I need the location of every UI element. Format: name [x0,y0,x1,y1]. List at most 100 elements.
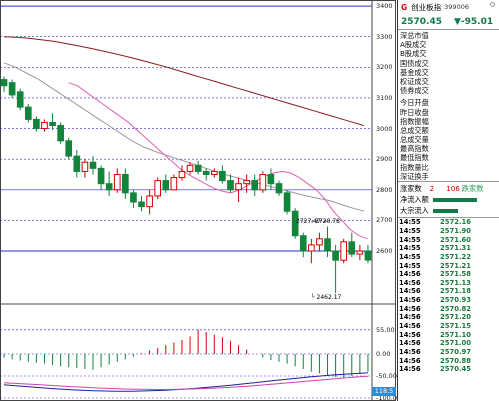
tick-time: 14:56 [399,347,421,356]
tick-time: 14:56 [399,304,421,313]
latest-value-badge: 118.5 [372,387,396,396]
candle-body [275,183,283,194]
field-label: 深证换手 [400,171,429,181]
candle-body [97,167,105,185]
tick-price: 2572.16 [440,218,471,227]
candle-body [49,121,56,127]
field-label: 指数振幅 [400,116,429,126]
settings-dot-icon[interactable] [490,2,495,7]
chart-area[interactable]: 2600 2700 2800 2900 3000 3100 3200 3300 3400 55.0… [0,0,401,401]
tick-time: 14:55 [399,226,421,235]
candle-body [356,250,364,255]
candle-body [186,164,194,172]
candle-body [0,79,8,87]
price-change: ▼-95.01 [454,16,494,27]
tick-time: 14:56 [399,356,421,365]
candle-body [340,241,348,261]
annotation-high-left: 2727.47 — [296,218,329,225]
field-label: 昨日收盘 [400,107,429,117]
candle-body [348,241,356,255]
tick-price: 2571.90 [440,226,471,235]
breadth-row: 涨家数 2 106 跌家数 [400,183,497,194]
tick-list[interactable]: 14:55 2572.16 14:55 2571.90 14:55 2571.60 14:5… [398,218,499,374]
tick-time: 14:56 [399,313,421,322]
tick-row: 14:56 2571.20 [399,313,498,322]
price-tick-label: 3000 [376,124,393,133]
field-label: A股成交 [400,40,427,50]
field-label: 总成交额 [400,125,429,135]
instrument-code: 399006 [444,3,469,11]
candle-body [210,170,218,175]
tick-price: 2571.13 [440,278,471,287]
candle-body [162,180,170,191]
candle-body [105,183,113,191]
flow-label: 净流入额 [400,194,429,204]
tick-time: 14:56 [399,322,421,330]
tick-time: 14:55 [399,218,421,227]
candle-body [259,173,267,191]
instrument-header[interactable]: G 创业板指 399006 [398,0,499,14]
candle-body [227,180,234,191]
flow-bar [432,208,458,213]
candle-body [65,140,73,157]
candle-body [251,180,259,191]
tick-row: 14:56 2571.10 [399,330,498,339]
field-label: 今日开盘 [400,98,429,108]
candle-body [138,201,145,208]
candle-body [235,183,242,191]
tick-row: 14:55 2571.60 [399,235,498,244]
tick-price: 2571.60 [440,235,471,244]
flow-bar [432,197,477,202]
tick-row: 14:55 2572.16 [399,218,498,227]
ma-mid-line [3,62,365,212]
candle-body [57,125,64,142]
price-tick-label: 2600 [376,247,393,256]
tick-price: 2571.00 [440,339,471,348]
candle-body [24,106,32,120]
field-label: 最高指数 [400,144,429,154]
tick-time: 14:56 [399,278,421,287]
candle-body [291,210,299,237]
field-label: 指数量比 [400,162,429,172]
candle-body [146,195,153,208]
candle-body [122,173,129,194]
tick-price: 2571.10 [440,330,471,339]
macd-tick-label: 55.00 [376,325,395,334]
ma-short-line [68,82,368,240]
candle-body [89,161,97,169]
up-count: 2 [429,184,435,193]
field-label: 债券成交 [400,86,429,96]
tick-price: 2570.93 [440,296,471,305]
candle-body [202,170,210,175]
tick-time: 14:55 [399,261,421,270]
price-tick-label: 3400 [376,2,393,11]
candle-body [299,235,307,252]
tick-row: 14:56 2571.15 [399,322,498,331]
tick-row: 14:55 2571.22 [399,253,498,262]
quote-panel: G 创业板指 399006 2570.45 ▼-95.01 深总市值 A股成交 B股… [397,0,499,401]
tick-row: 14:55 2571.21 [399,261,498,270]
instrument-name: 创业板指 [411,2,442,12]
tick-price: 2571.15 [440,322,471,330]
annotation-low: └ 2462.17 [311,294,342,301]
field-label: 深总市值 [400,31,429,40]
tick-row: 14:55 2571.90 [399,227,498,236]
current-price: 2570.45 [401,16,442,27]
tick-row: 14:56 2570.88 [399,356,498,365]
tick-time: 14:56 [399,339,421,348]
candle-body [16,91,24,108]
tick-price: 2571.18 [440,287,471,296]
tick-row: 14:56 2571.58 [399,270,498,279]
candle-body [178,170,186,179]
flow-label: 大宗流入 [400,205,429,215]
tick-price: 2570.82 [440,304,471,313]
price-tick-label: 2700 [376,216,393,225]
instrument-badge: G [401,2,408,12]
tick-price: 2570.45 [440,365,471,374]
tick-row: 14:56 2571.13 [399,278,498,287]
candle-body [364,250,372,261]
candlestick-chart[interactable] [0,0,396,401]
tick-time: 14:56 [399,270,421,279]
candle-body [194,164,202,172]
macd-tick-label: -100.00 [376,394,402,401]
